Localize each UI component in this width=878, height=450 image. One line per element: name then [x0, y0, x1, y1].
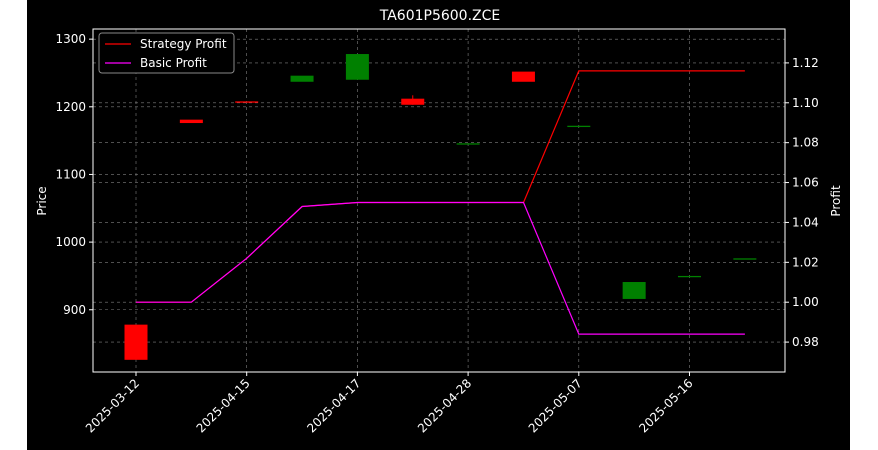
left-y-axis: 900 1000 1100 1200 1300 — [55, 32, 93, 317]
right-tick-label-5: 1.08 — [792, 136, 819, 150]
candle-body-4 — [345, 54, 369, 80]
right-tick-label-1: 1.00 — [792, 295, 819, 309]
candle-body-2 — [235, 101, 259, 103]
left-tick-label-1: 1000 — [55, 235, 86, 249]
right-tick-label-0: 0.98 — [792, 335, 819, 349]
candles — [124, 54, 757, 360]
candle-body-1 — [179, 119, 203, 124]
left-tick-label-3: 1200 — [55, 100, 86, 114]
figure-background — [27, 0, 850, 450]
chart-title: TA601P5600.ZCE — [379, 8, 501, 24]
left-tick-label-2: 1100 — [55, 167, 86, 181]
candle-body-7 — [511, 71, 535, 82]
left-tick-label-4: 1300 — [55, 32, 86, 46]
right-y-axis: 0.98 1.00 1.02 1.04 1.06 1.08 1.10 1.12 — [785, 56, 819, 349]
candle-body-0 — [124, 324, 148, 360]
candle-body-6 — [456, 143, 480, 145]
profit-lines — [136, 70, 745, 335]
candle-body-3 — [290, 75, 314, 82]
plot-frame — [92, 28, 786, 373]
left-tick-label-0: 900 — [63, 303, 86, 317]
candle-body-11 — [733, 258, 757, 260]
right-tick-label-4: 1.06 — [792, 176, 819, 190]
right-tick-label-7: 1.12 — [792, 56, 819, 70]
right-tick-label-2: 1.02 — [792, 255, 819, 269]
legend-label-basic: Basic Profit — [140, 56, 207, 70]
candle-body-10 — [678, 275, 701, 278]
y-axis-label-right: Profit — [829, 185, 843, 217]
candle-body-8 — [567, 125, 591, 128]
right-tick-label-6: 1.10 — [792, 96, 819, 110]
right-tick-label-3: 1.04 — [792, 215, 819, 229]
candle-body-5 — [401, 98, 425, 105]
candle-body-9 — [622, 282, 646, 299]
series-line-basic-profit — [136, 201, 745, 335]
legend: Strategy Profit Basic Profit — [98, 32, 235, 74]
y-axis-label-left: Price — [35, 186, 49, 215]
legend-box — [98, 32, 235, 74]
legend-label-strategy: Strategy Profit — [140, 37, 227, 51]
